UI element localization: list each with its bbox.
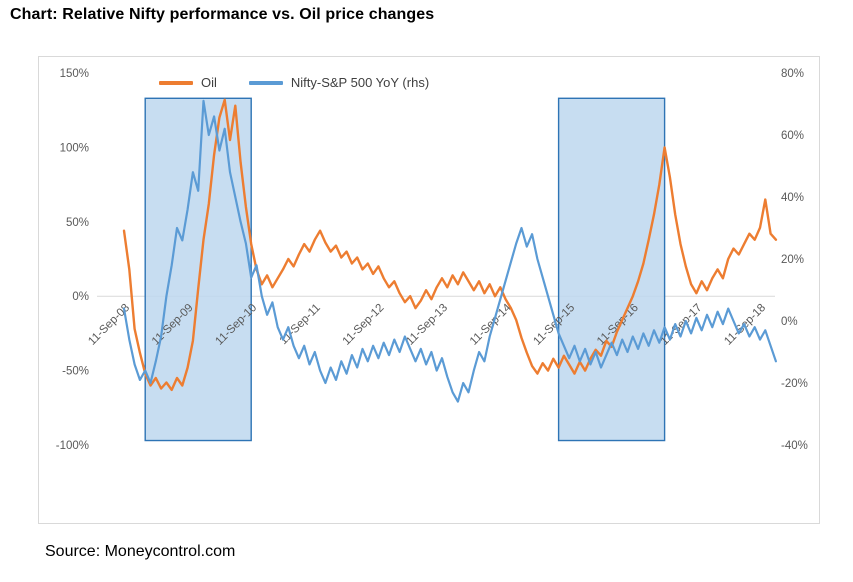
chart-title: Chart: Relative Nifty performance vs. Oi… xyxy=(10,6,435,23)
right-axis-tick: 80% xyxy=(781,68,804,80)
oil-series-label: Oil xyxy=(201,75,217,90)
nifty-series-label: Nifty-S&P 500 YoY (rhs) xyxy=(290,75,430,90)
right-axis-tick: 40% xyxy=(781,192,804,204)
oil-series-swatch xyxy=(159,80,193,85)
series-line-oil xyxy=(122,98,778,392)
legend-item-nifty: Nifty-S&P 500 YoY (rhs) xyxy=(248,75,430,90)
right-axis-tick: -20% xyxy=(781,378,808,390)
x-axis-tick: 11-Sep-13 xyxy=(404,302,450,348)
highlight-region-2 xyxy=(557,97,666,442)
right-axis-tick: -40% xyxy=(781,440,808,452)
left-axis-tick: 150% xyxy=(60,68,89,80)
left-axis-tick: 0% xyxy=(72,291,89,303)
x-axis-tick: 11-Sep-14 xyxy=(468,301,514,347)
x-axis-tick: 11-Sep-08 xyxy=(86,302,132,348)
left-axis-tick: -100% xyxy=(56,440,89,452)
legend-item-oil: Oil xyxy=(159,75,217,90)
left-axis-tick: 50% xyxy=(66,217,89,229)
right-axis-tick: 0% xyxy=(781,316,798,328)
chart-legend: Oil Nifty-S&P 500 YoY (rhs) xyxy=(159,75,429,90)
x-axis-tick: 11-Sep-11 xyxy=(278,302,323,347)
x-axis-tick: 11-Sep-12 xyxy=(341,302,387,348)
source-note: Source: Moneycontrol.com xyxy=(45,543,236,560)
series-line-nifty xyxy=(122,99,778,403)
x-axis-tick: 11-Sep-17 xyxy=(659,302,705,348)
left-axis-tick: 100% xyxy=(60,142,89,154)
right-axis-tick: 20% xyxy=(781,254,804,266)
left-axis-tick: -50% xyxy=(62,366,89,378)
chart-area: 150% 100% 50% 0% -50% -100% 80% 60% 40% 20% 0% -20%… xyxy=(38,56,820,524)
highlight-region-1 xyxy=(144,97,252,442)
chart-plot: 150% 100% 50% 0% -50% -100% 80% 60% 40% 20% 0% -20%… xyxy=(56,68,808,452)
right-axis-tick: 60% xyxy=(781,130,804,142)
nifty-series-swatch xyxy=(248,80,283,85)
